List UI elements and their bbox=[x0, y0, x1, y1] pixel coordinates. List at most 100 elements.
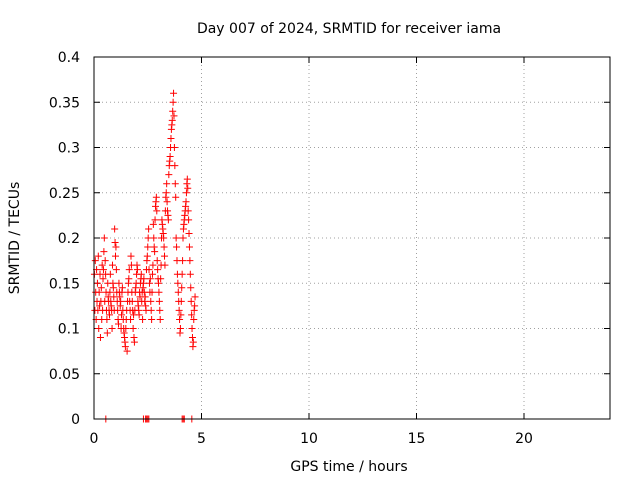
data-point bbox=[106, 270, 114, 278]
data-point bbox=[150, 234, 158, 242]
y-tick-label: 0.3 bbox=[58, 141, 80, 157]
data-point bbox=[177, 311, 185, 319]
data-point bbox=[111, 239, 119, 247]
data-point bbox=[100, 234, 108, 242]
data-point bbox=[94, 252, 102, 260]
data-point bbox=[151, 248, 159, 256]
data-point bbox=[188, 325, 196, 332]
data-point bbox=[116, 293, 124, 301]
data-point bbox=[101, 257, 109, 265]
data-point bbox=[173, 243, 181, 251]
data-point bbox=[170, 89, 178, 97]
data-point bbox=[184, 207, 192, 215]
data-point bbox=[149, 261, 157, 269]
data-point bbox=[112, 266, 120, 274]
data-point bbox=[175, 306, 183, 314]
data-point bbox=[168, 116, 176, 124]
data-point bbox=[182, 189, 190, 197]
data-point bbox=[186, 257, 194, 265]
data-point bbox=[139, 315, 147, 323]
data-point bbox=[179, 257, 187, 265]
data-point bbox=[178, 284, 186, 292]
x-tick-label: 10 bbox=[300, 431, 318, 447]
data-point bbox=[99, 266, 107, 274]
data-point bbox=[110, 293, 118, 301]
y-tick-label: 0.15 bbox=[49, 276, 80, 292]
data-point bbox=[115, 279, 123, 287]
data-point bbox=[108, 261, 116, 269]
data-point bbox=[172, 234, 180, 242]
data-point bbox=[185, 243, 193, 251]
y-tick-label: 0.1 bbox=[58, 322, 80, 338]
data-point bbox=[163, 180, 171, 188]
data-point bbox=[118, 284, 126, 292]
data-point bbox=[170, 112, 178, 120]
data-point bbox=[127, 315, 135, 323]
data-point bbox=[171, 180, 179, 188]
data-point bbox=[108, 325, 116, 332]
chart-title: Day 007 of 2024, SRMTID for receiver iam… bbox=[197, 21, 501, 37]
data-point bbox=[133, 266, 141, 274]
data-point bbox=[95, 288, 103, 296]
data-point bbox=[148, 315, 156, 323]
data-point bbox=[141, 293, 149, 301]
data-point bbox=[106, 288, 114, 296]
data-point bbox=[154, 266, 162, 274]
data-point bbox=[191, 302, 199, 310]
y-tick-label: 0 bbox=[71, 412, 80, 428]
data-point bbox=[164, 216, 172, 224]
data-point bbox=[157, 275, 165, 283]
data-point bbox=[147, 297, 155, 305]
data-point bbox=[125, 275, 133, 283]
y-tick-label: 0.35 bbox=[49, 95, 80, 111]
data-point bbox=[143, 252, 151, 260]
y-tick-label: 0.2 bbox=[58, 231, 80, 247]
x-tick-label: 15 bbox=[408, 431, 426, 447]
data-point bbox=[140, 275, 148, 283]
data-point bbox=[167, 134, 175, 142]
data-point bbox=[177, 297, 185, 305]
data-point bbox=[155, 279, 162, 287]
data-point bbox=[190, 315, 198, 323]
plot-frame bbox=[93, 56, 611, 420]
data-point bbox=[99, 275, 107, 283]
data-point bbox=[145, 266, 153, 274]
data-point bbox=[153, 207, 161, 215]
x-axis-label: GPS time / hours bbox=[290, 459, 407, 475]
data-point bbox=[186, 270, 194, 278]
axis-ticks: 0 0.05 0.1 0.15 0.2 0.25 0.3 0.35 0.4 0 5 10 15 20 bbox=[49, 50, 610, 447]
data-point bbox=[184, 184, 192, 192]
data-point bbox=[121, 343, 129, 351]
data-point bbox=[178, 270, 186, 278]
data-point bbox=[176, 325, 184, 332]
data-point bbox=[96, 334, 104, 342]
data-point bbox=[170, 144, 178, 151]
data-point bbox=[137, 270, 145, 278]
data-point bbox=[123, 347, 131, 355]
x-tick-label: 5 bbox=[197, 431, 206, 447]
data-point bbox=[103, 315, 111, 323]
data-point bbox=[174, 288, 182, 296]
data-point bbox=[148, 270, 156, 278]
data-point bbox=[163, 198, 171, 206]
data-point bbox=[103, 329, 111, 337]
data-point bbox=[96, 302, 104, 310]
data-point bbox=[130, 338, 138, 346]
data-point bbox=[166, 153, 174, 161]
data-point bbox=[100, 248, 108, 256]
data-point bbox=[105, 311, 113, 319]
data-point bbox=[188, 334, 196, 342]
data-point bbox=[125, 266, 133, 274]
data-point bbox=[112, 252, 119, 260]
data-points bbox=[90, 89, 199, 423]
data-point bbox=[146, 275, 154, 283]
data-point bbox=[135, 311, 143, 319]
data-point bbox=[152, 193, 160, 201]
data-point bbox=[95, 325, 103, 332]
data-point bbox=[93, 279, 101, 287]
grid bbox=[94, 57, 610, 419]
data-point bbox=[191, 293, 199, 301]
data-point bbox=[153, 257, 161, 265]
data-point bbox=[118, 311, 126, 319]
